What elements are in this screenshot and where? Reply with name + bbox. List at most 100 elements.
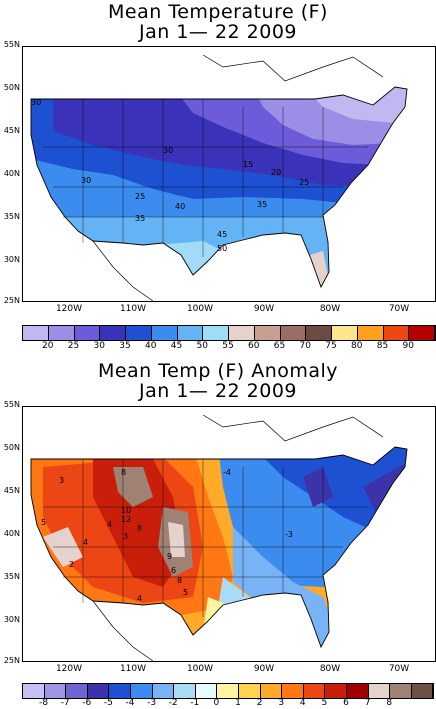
svg-text:4: 4	[107, 520, 112, 529]
legend-tick-label: 45	[170, 341, 183, 351]
legend-tick-label: 5	[321, 698, 328, 708]
legend-tick-label: 70	[299, 341, 311, 351]
bottom-lat-label: 25N	[3, 656, 20, 665]
bottom-lon-label: 120W	[55, 664, 83, 674]
svg-text:8: 8	[121, 468, 126, 477]
legend-tick-label: 60	[248, 341, 260, 351]
top-contour-labels: 30 30 25 35 40 45 50 30 15 20 25 35	[31, 98, 309, 253]
bottom-color-legend	[22, 683, 435, 699]
legend-tick-label: 2	[256, 698, 263, 708]
legend-swatch	[87, 684, 110, 698]
top-lat-label: 55N	[3, 40, 20, 49]
legend-swatch	[152, 684, 175, 698]
svg-text:9: 9	[167, 552, 172, 561]
legend-swatch	[66, 684, 88, 698]
svg-text:4: 4	[83, 538, 88, 547]
svg-text:-3: -3	[285, 530, 293, 539]
legend-swatch	[151, 326, 178, 340]
legend-tick-label: 3	[278, 698, 285, 708]
bottom-map-frame: 3 5 4 2 8 10 12 4 8 3 9 8 6 5 4 -4 -3	[22, 406, 436, 662]
bottom-map-canvas: 3 5 4 2 8 10 12 4 8 3 9 8 6 5 4 -4 -3	[30, 414, 408, 661]
svg-text:30: 30	[163, 146, 173, 155]
legend-tick-label: 0	[213, 698, 220, 708]
state-borders	[43, 99, 368, 257]
legend-tick-label: 7	[364, 698, 371, 708]
state-borders	[43, 459, 368, 617]
legend-swatch	[260, 684, 283, 698]
legend-swatch	[254, 326, 281, 340]
legend-swatch	[325, 684, 347, 698]
bottom-lat-label: 50N	[3, 443, 20, 452]
svg-text:20: 20	[271, 168, 281, 177]
bottom-lon-label: 70W	[388, 664, 410, 674]
top-legend-ticks: 20 25 30 35 40 45 50 55 60 65 70 75 80 85 90	[22, 341, 414, 353]
legend-tick-label: -7	[60, 698, 70, 708]
top-color-legend	[22, 325, 436, 341]
svg-text:8: 8	[137, 524, 142, 533]
svg-text:8: 8	[177, 576, 182, 585]
top-map-canvas: 30 30 25 35 40 45 50 30 15 20 25 35	[30, 54, 408, 301]
bottom-contour-labels: 3 5 4 2 8 10 12 4 8 3 9 8 6 5 4 -4 -3	[41, 468, 293, 603]
svg-text:10: 10	[121, 506, 131, 515]
legend-tick-label: -6	[82, 698, 92, 708]
legend-swatch	[126, 326, 152, 340]
legend-tick-label: 55	[222, 341, 234, 351]
bottom-lon-label: 100W	[186, 664, 214, 674]
legend-swatch	[238, 684, 261, 698]
legend-tick-label: 30	[93, 341, 105, 351]
canada-coastline	[202, 414, 384, 442]
svg-text:5: 5	[183, 588, 188, 597]
top-lat-label: 35N	[3, 212, 20, 221]
bottom-lon-label: 90W	[253, 664, 275, 674]
bottom-lat-label: 40N	[3, 529, 20, 538]
top-lon-label: 70W	[388, 304, 410, 314]
legend-swatch	[44, 684, 67, 698]
legend-swatch	[346, 684, 369, 698]
legend-swatch	[390, 684, 412, 698]
bottom-lon-label: 80W	[319, 664, 341, 674]
legend-tick-label: 90	[402, 341, 414, 351]
legend-swatch	[130, 684, 153, 698]
legend-tick-label: 8	[386, 698, 393, 708]
legend-tick-label: -4	[125, 698, 135, 708]
top-map-title: Mean Temperature (F)	[108, 1, 328, 23]
legend-swatch	[280, 326, 307, 340]
svg-text:35: 35	[135, 214, 145, 223]
legend-tick-label: 85	[376, 341, 389, 351]
legend-tick-label: 6	[343, 698, 349, 708]
legend-swatch	[203, 326, 229, 340]
legend-tick-label: 20	[42, 341, 54, 351]
legend-tick-label: -2	[168, 698, 178, 708]
legend-tick-label: 80	[351, 341, 363, 351]
svg-text:3: 3	[123, 532, 128, 541]
legend-tick-label: -8	[39, 698, 49, 708]
legend-tick-label: 4	[299, 698, 306, 708]
legend-tick-label: 65	[273, 341, 286, 351]
legend-swatch	[383, 326, 410, 340]
top-lon-label: 110W	[119, 304, 147, 314]
top-map-date: Jan 1— 22 2009	[138, 21, 298, 43]
top-map-frame: 30 30 25 35 40 45 50 30 15 20 25 35	[22, 46, 436, 302]
bottom-lat-label: 55N	[3, 400, 20, 409]
legend-swatch	[282, 684, 304, 698]
legend-swatch	[229, 326, 255, 340]
top-lat-label: 40N	[3, 169, 20, 178]
legend-swatch	[100, 326, 126, 340]
top-lon-label: 90W	[253, 304, 275, 314]
svg-text:-4: -4	[223, 468, 231, 477]
legend-tick-label: -5	[103, 698, 113, 708]
svg-text:5: 5	[41, 518, 46, 527]
legend-swatch	[74, 326, 101, 340]
legend-swatch	[48, 326, 75, 340]
svg-text:6: 6	[171, 566, 176, 575]
legend-tick-label: -1	[190, 698, 200, 708]
legend-tick-label: 1	[235, 698, 241, 708]
top-lon-label: 80W	[319, 304, 341, 314]
top-lat-label: 45N	[3, 126, 20, 135]
legend-swatch	[332, 326, 358, 340]
top-lon-label: 100W	[186, 304, 214, 314]
svg-text:2: 2	[69, 560, 74, 569]
bottom-lon-label: 110W	[119, 664, 147, 674]
legend-tick-label: 50	[196, 341, 208, 351]
top-lat-label: 25N	[3, 296, 20, 305]
